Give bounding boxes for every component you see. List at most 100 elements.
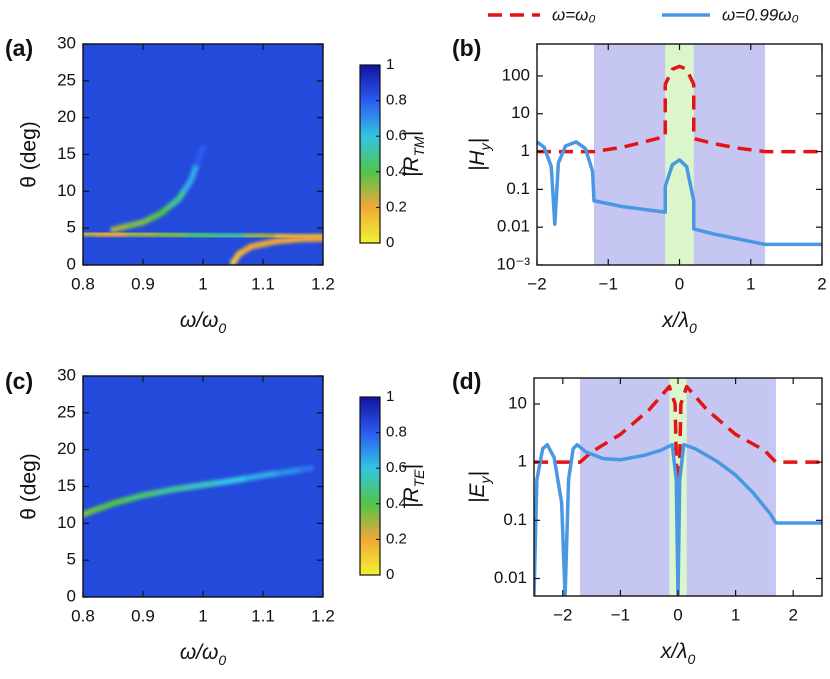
y-axis-label-part: |E	[466, 483, 489, 503]
x-tick-label: 2	[788, 605, 797, 624]
y-tick-label: 5	[67, 550, 76, 569]
y-axis-label-part: |	[466, 471, 489, 476]
y-axis-label: θ (deg)	[18, 453, 41, 520]
y-tick-label: 20	[57, 107, 76, 126]
colorbar-tick-label: 0.4	[386, 495, 407, 512]
colorbar-label-part: |R	[400, 157, 423, 178]
y-tick-label: 5	[67, 218, 76, 237]
shaded-region	[665, 44, 694, 265]
y-axis-label-part: |	[466, 138, 489, 143]
ridge-cell	[155, 231, 191, 239]
plot-area	[83, 44, 323, 265]
y-tick-label: 10	[511, 103, 530, 122]
x-tick-label: 1	[198, 606, 207, 625]
colorbar-label-part: |	[400, 131, 423, 136]
ridge-cell	[260, 237, 290, 248]
x-tick-label: −2	[553, 605, 572, 624]
x-tick-label: 0.9	[131, 606, 155, 625]
ridge	[230, 235, 323, 265]
colorbar-tick-label: 0.2	[386, 530, 407, 547]
line-series	[537, 140, 822, 247]
y-tick-label: 25	[57, 402, 76, 421]
y-tick-label: 10	[508, 393, 527, 412]
y-tick-label: 25	[57, 70, 76, 89]
x-tick-label: −1	[599, 274, 618, 293]
colorbar-label-part: TE	[411, 469, 427, 488]
colorbar-tick-label: 0.6	[386, 459, 407, 476]
colorbar-tick-label: 0.2	[386, 198, 407, 215]
y-tick-label: 1	[521, 141, 530, 160]
ridge-cell	[245, 470, 281, 482]
x-axis-label-part: 0	[218, 652, 226, 668]
legend-label: ω=ω₀	[552, 5, 596, 24]
y-axis-label: θ (deg)	[18, 121, 41, 188]
y-tick-label: 30	[57, 33, 76, 52]
x-axis-label-part: 0	[687, 651, 695, 667]
colorbar-label: |RTM|	[400, 131, 427, 177]
colorbar-tick-label: 0.6	[386, 127, 407, 144]
x-tick-label: 0	[673, 605, 682, 624]
x-tick-label: 0.8	[71, 274, 95, 293]
colorbar-tick-label: 0	[386, 566, 394, 583]
line-series	[537, 64, 822, 154]
x-tick-label: 0.9	[131, 274, 155, 293]
panel-label: (b)	[452, 35, 481, 61]
y-axis-label-part: y	[477, 142, 493, 151]
panel-label: (d)	[452, 368, 481, 394]
ridge-cell	[149, 203, 173, 221]
x-axis-label-part: ω/ω	[180, 641, 219, 664]
x-tick-label: 1.2	[311, 606, 335, 625]
x-tick-label: 2	[817, 274, 826, 293]
colorbar-label-part: TM	[411, 136, 427, 157]
y-tick-label: 100	[502, 65, 530, 84]
panel-label: (c)	[5, 368, 33, 394]
y-tick-label: 0.01	[497, 217, 530, 236]
y-tick-label: 10	[57, 513, 76, 532]
plot-area	[537, 44, 822, 265]
ridge-cell	[194, 144, 206, 167]
y-axis-label: |Ey|	[466, 471, 493, 503]
ridge-cell	[185, 232, 221, 239]
colorbar-label-part: |	[400, 464, 423, 469]
colorbar-label-part: |R	[400, 487, 423, 508]
y-tick-label: 30	[57, 365, 76, 384]
ridge-cell	[125, 489, 161, 503]
ridge-cell	[284, 235, 314, 244]
x-tick-label: 1	[198, 274, 207, 293]
ridge	[110, 144, 206, 233]
colorbar-tick-label: 0.8	[386, 424, 407, 441]
x-axis-label: x/λ0	[660, 640, 696, 667]
x-axis-label-part: 0	[218, 320, 226, 336]
y-tick-label: 10	[57, 181, 76, 200]
x-tick-label: 1.1	[251, 606, 275, 625]
x-axis-label-part: ω/ω	[180, 309, 219, 332]
x-axis-label: ω/ω0	[180, 641, 227, 668]
x-tick-label: 1.2	[311, 274, 335, 293]
ridge-cell	[242, 241, 266, 254]
x-axis-label-part: x/λ	[661, 309, 689, 332]
y-tick-label: 0.01	[494, 568, 527, 587]
y-axis-label-part: y	[477, 476, 493, 485]
x-tick-label: 0.8	[71, 606, 95, 625]
legend-label: ω=0.99ω₀	[722, 5, 799, 24]
y-tick-label: 1	[518, 452, 527, 471]
ridge-cell	[155, 484, 191, 496]
colorbar-tick-label: 0	[386, 234, 394, 251]
plot-area	[83, 376, 323, 597]
x-axis-label: x/λ0	[661, 309, 697, 336]
x-axis-label-part: x/λ	[660, 640, 688, 663]
colorbar	[359, 64, 381, 244]
ridge-cell	[182, 160, 200, 193]
panel-label: (a)	[5, 35, 33, 61]
x-axis-label-part: 0	[689, 320, 697, 336]
y-tick-label: 0	[67, 254, 76, 273]
x-tick-label: −1	[611, 605, 630, 624]
x-axis-label: ω/ω0	[180, 309, 227, 336]
y-tick-label: 15	[57, 476, 76, 495]
line-series	[534, 442, 822, 596]
colorbar	[359, 396, 381, 576]
x-tick-label: 0	[675, 274, 684, 293]
y-tick-label: 15	[57, 144, 76, 163]
colorbar-label: |RTE|	[400, 464, 427, 508]
